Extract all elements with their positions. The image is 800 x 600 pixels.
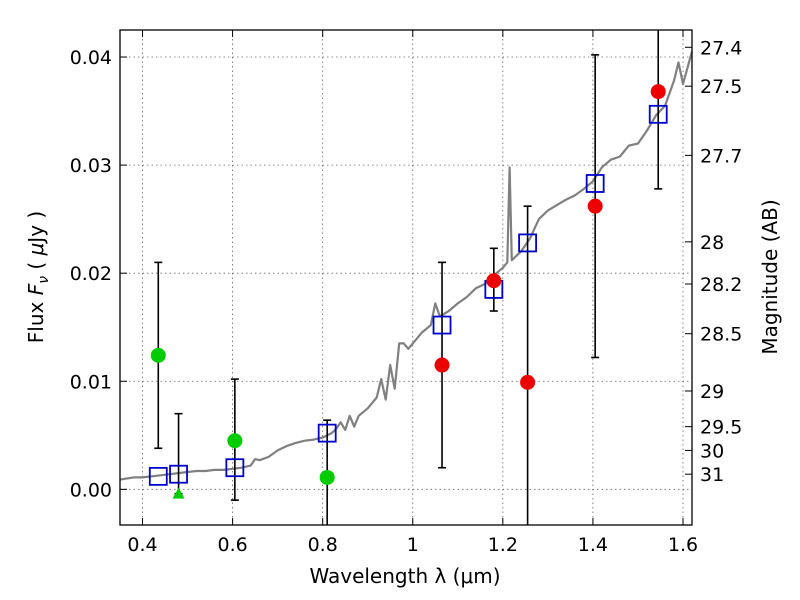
model-square-marker xyxy=(169,464,188,484)
x-tick-label: 1.4 xyxy=(578,534,608,556)
x-tick-label: 0.4 xyxy=(127,534,157,556)
right-tick-label: 28 xyxy=(700,232,724,254)
x-tick-label: 0.6 xyxy=(217,534,247,556)
x-tick-label: 1.2 xyxy=(488,534,518,556)
model-square-marker xyxy=(225,458,245,478)
y-tick-label: 0.01 xyxy=(70,371,112,393)
right-axis-label: Magnitude (AB) xyxy=(758,199,782,354)
grid-layer xyxy=(120,30,692,525)
right-tick-label: 27.7 xyxy=(700,145,742,167)
plot-frame xyxy=(119,29,693,526)
y-tick-label: 0.00 xyxy=(70,479,112,501)
model-square-marker xyxy=(648,104,668,124)
red-data-point xyxy=(434,357,450,373)
model-square-marker xyxy=(432,315,452,335)
red-data-point xyxy=(650,84,666,100)
red-data-point xyxy=(520,374,536,390)
right-tick-label: 29 xyxy=(700,381,724,403)
upper-limit-triangle xyxy=(172,487,185,499)
model-square-marker xyxy=(148,466,168,486)
x-tick-label: 1 xyxy=(407,534,419,556)
right-tick-label: 27.4 xyxy=(700,37,742,59)
tick-layer xyxy=(120,30,692,525)
model-square-marker xyxy=(518,233,538,253)
x-tick-label: 1.6 xyxy=(668,534,698,556)
y-tick-label: 0.04 xyxy=(70,47,112,69)
green-data-point xyxy=(150,347,166,363)
x-tick-label: 0.8 xyxy=(308,534,338,556)
right-tick-label: 28.5 xyxy=(700,324,742,346)
right-tick-label: 27.5 xyxy=(700,76,742,98)
model-square-marker xyxy=(317,423,337,443)
label-layer: 0.4 0.6 0.8 1 1.2 1.4 1.6 0.00 0.01 0.02 0.03 0.04 2… xyxy=(70,37,743,556)
y-tick-label: 0.02 xyxy=(70,263,112,285)
right-tick-label: 31 xyxy=(700,464,724,486)
green-data-point xyxy=(319,469,335,485)
marker-layer xyxy=(148,84,668,499)
right-tick-label: 28.2 xyxy=(700,274,742,296)
y-axis-label: Flux Fν ( μJy ) xyxy=(24,211,52,343)
green-data-point xyxy=(227,433,243,449)
right-tick-label: 29.5 xyxy=(700,417,742,439)
red-data-point xyxy=(486,273,502,289)
right-tick-label: 30 xyxy=(700,440,724,462)
model-square-marker xyxy=(585,174,605,193)
red-data-point xyxy=(587,198,603,214)
y-tick-label: 0.03 xyxy=(70,155,112,177)
x-axis-label: Wavelength λ (μm) xyxy=(309,564,500,588)
